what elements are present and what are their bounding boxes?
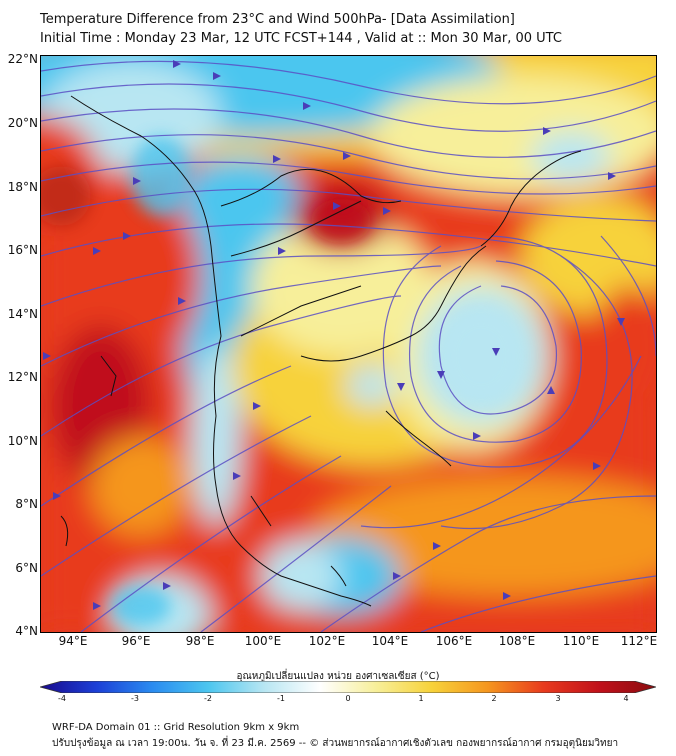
lon-label-112e: 112°E <box>620 634 658 648</box>
lon-label-106e: 106°E <box>435 634 473 648</box>
lon-label-94e: 94°E <box>58 634 88 648</box>
colorbar-tick: -4 <box>58 694 66 703</box>
lat-label-12n: 12°N <box>7 370 38 384</box>
lon-label-104e: 104°E <box>371 634 409 648</box>
coastline-borders <box>60 95 582 607</box>
temperature-field-detail <box>41 136 521 626</box>
temperature-field <box>41 56 656 632</box>
colorbar-label: อุณหภูมิเปลี่ยนแปลง หน่วย องศาเซลเซียส (… <box>236 671 440 682</box>
lon-label-100e: 100°E <box>244 634 282 648</box>
model-info: WRF-DA Domain 01 :: Grid Resolution 9km … <box>52 722 300 733</box>
lon-label-108e: 108°E <box>498 634 536 648</box>
map-title: Temperature Difference from 23°C and Win… <box>40 12 515 27</box>
colorbar-tick: -3 <box>131 694 139 703</box>
lon-label-96e: 96°E <box>121 634 151 648</box>
lat-label-8n: 8°N <box>15 497 38 511</box>
lat-label-6n: 6°N <box>15 561 38 575</box>
lon-label-110e: 110°E <box>562 634 600 648</box>
lat-label-18n: 18°N <box>7 180 38 194</box>
map-subtitle: Initial Time : Monday 23 Mar, 12 UTC FCS… <box>40 31 562 46</box>
lat-label-16n: 16°N <box>7 243 38 257</box>
colorbar-tick: 1 <box>418 694 424 703</box>
lat-label-10n: 10°N <box>7 434 38 448</box>
lon-label-98e: 98°E <box>185 634 215 648</box>
lat-label-14n: 14°N <box>7 307 38 321</box>
colorbar-tick: 0 <box>345 694 351 703</box>
colorbar <box>40 681 656 693</box>
wind-streamlines <box>41 60 656 632</box>
colorbar-tick: 3 <box>555 694 561 703</box>
colorbar-tick: 4 <box>623 694 629 703</box>
lat-label-20n: 20°N <box>7 116 38 130</box>
streamline-arrows <box>43 60 625 610</box>
update-credit: ปรับปรุงข้อมูล ณ เวลา 19:00น. วัน จ. ที่… <box>52 738 619 749</box>
colorbar-tick: 2 <box>491 694 497 703</box>
lon-label-102e: 102°E <box>308 634 346 648</box>
lat-label-4n: 4°N <box>15 624 38 638</box>
temperature-map <box>40 55 657 633</box>
colorbar-tick: -2 <box>204 694 212 703</box>
colorbar-tick: -1 <box>277 694 285 703</box>
lat-label-22n: 22°N <box>7 52 38 66</box>
